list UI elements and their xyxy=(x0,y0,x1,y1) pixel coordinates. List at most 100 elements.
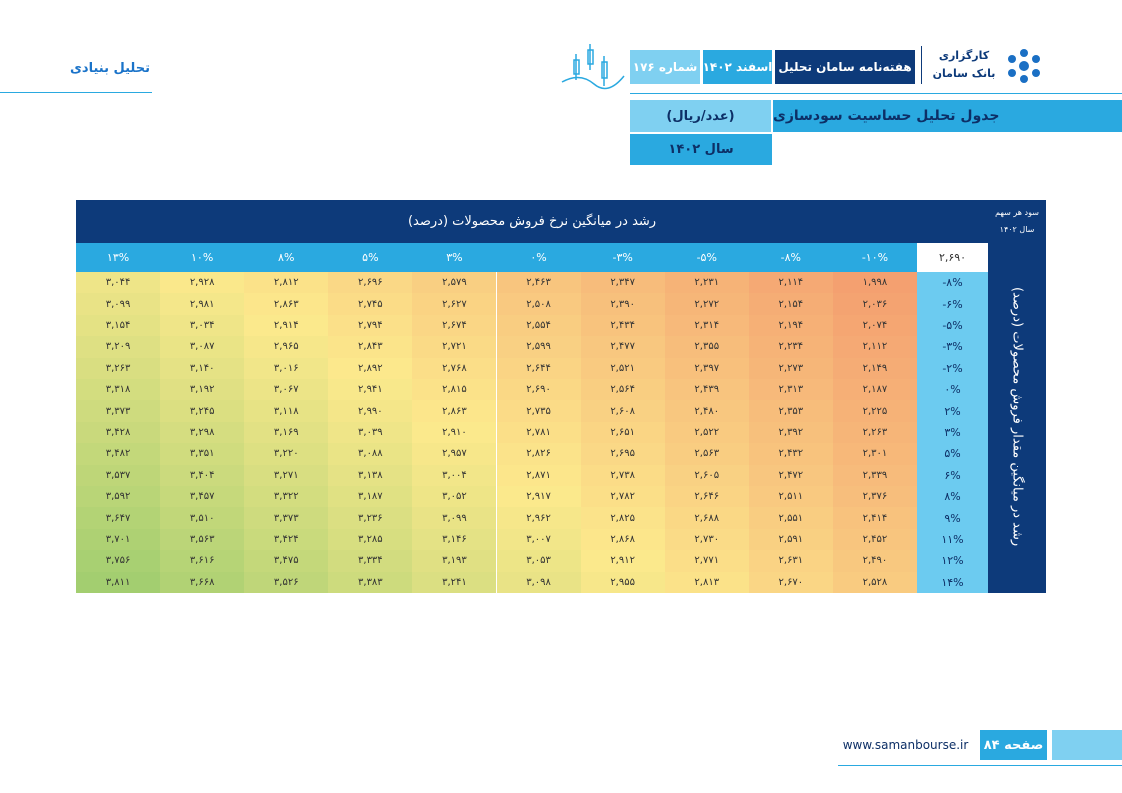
column-header: -۱۰% xyxy=(833,243,917,272)
table-cell: ۲,۷۹۴ xyxy=(328,314,413,337)
table-cell-text: ۳,۲۴۱ xyxy=(442,576,467,588)
title: جدول تحلیل حساسیت سودسازی xyxy=(773,100,1122,132)
table-cell-text: ۳,۰۰۷ xyxy=(526,533,551,545)
table-cell-text: ۲,۳۰۱ xyxy=(862,448,888,460)
table-cell-text: ۳,۶۴۷ xyxy=(105,512,131,524)
table-cell: ۲,۵۹۹ xyxy=(496,336,581,358)
table-cell-text: ۲,۵۵۱ xyxy=(778,512,804,524)
table-cell-text: ۲,۴۳۴ xyxy=(610,319,635,331)
table-cell: ۳,۲۷۱ xyxy=(244,464,329,486)
table-cell: ۳,۰۹۹ xyxy=(412,507,497,529)
table-cell: ۳,۰۴۴ xyxy=(76,272,161,294)
row-axis-band: رشد در میانگین مقدار فروش محصولات (درصد) xyxy=(988,200,1046,593)
table-cell: ۳,۰۱۶ xyxy=(244,357,329,379)
table-cell-text: ۲,۶۷۰ xyxy=(778,576,804,588)
table-cell: ۳,۵۱۰ xyxy=(160,507,245,529)
table-cell-text: ۳,۰۵۳ xyxy=(526,555,551,567)
table-cell-text: ۳,۲۲۰ xyxy=(273,448,299,460)
table-cell-text: ۳,۰۹۸ xyxy=(526,576,551,588)
table-cell: ۳,۱۴۶ xyxy=(412,528,497,551)
page-number: صفحه ۸۴ xyxy=(980,730,1047,760)
row-header-text: -۵% xyxy=(942,318,963,332)
table-cell: ۲,۳۴۷ xyxy=(580,272,665,294)
table-cell: ۲,۶۴۶ xyxy=(664,486,749,508)
table-cell: ۲,۷۲۱ xyxy=(412,336,497,358)
table-cell: ۲,۶۵۱ xyxy=(580,421,665,444)
table-cell-text: ۲,۳۹۷ xyxy=(694,362,720,374)
table-cell: ۲,۸۶۳ xyxy=(412,400,497,422)
table-cell-text: ۳,۰۱۶ xyxy=(273,362,299,374)
table-cell: ۳,۵۶۳ xyxy=(160,528,245,551)
table-cell-text: ۲,۶۹۰ xyxy=(526,384,551,396)
table-cell-text: ۲,۳۳۹ xyxy=(862,469,888,481)
table-cell: ۲,۶۰۸ xyxy=(580,400,665,422)
table-cell: ۲,۳۵۵ xyxy=(664,336,749,358)
table-cell-text: ۲,۷۴۵ xyxy=(358,298,383,310)
table-cell: ۳,۸۱۱ xyxy=(76,571,161,593)
table-cell-text: ۲,۸۱۲ xyxy=(273,277,299,289)
table-cell-text: ۲,۶۸۸ xyxy=(694,512,720,524)
table-cell: ۲,۵۲۸ xyxy=(832,571,917,593)
table-cell-text: ۳,۱۴۰ xyxy=(189,362,215,374)
year: سال ۱۴۰۲ xyxy=(630,134,772,165)
table-cell-text: ۳,۲۹۸ xyxy=(189,426,215,438)
table-cell-text: ۲,۶۴۴ xyxy=(526,362,551,374)
table-cell-text: ۲,۸۷۱ xyxy=(526,469,551,481)
table-cell: ۲,۲۳۱ xyxy=(664,272,749,294)
table-cell: ۳,۳۷۳ xyxy=(244,507,329,529)
row-header-text: ۱۴% xyxy=(941,575,964,589)
table-cell: ۳,۱۳۸ xyxy=(328,464,413,486)
rule xyxy=(0,92,152,93)
row-header: -۵% xyxy=(917,314,988,337)
row-header: -۲% xyxy=(917,357,988,379)
table-cell: ۳,۱۴۰ xyxy=(160,357,245,379)
table-cell-text: ۲,۹۵۵ xyxy=(610,576,635,588)
table-cell: ۳,۴۲۸ xyxy=(76,421,161,444)
table-cell-text: ۳,۲۸۵ xyxy=(358,533,383,545)
column-header-text: ۵% xyxy=(362,251,379,264)
table-cell-text: ۳,۱۶۹ xyxy=(273,426,299,438)
table-cell-text: ۲,۷۸۱ xyxy=(526,426,551,438)
table-cell: ۲,۱۴۹ xyxy=(832,357,917,379)
table-cell: ۳,۳۲۲ xyxy=(244,486,329,508)
table-cell: ۳,۰۶۷ xyxy=(244,379,329,401)
table-cell: ۳,۰۰۴ xyxy=(412,464,497,486)
table-cell-text: ۳,۵۹۲ xyxy=(105,491,131,503)
table-cell: ۳,۰۸۷ xyxy=(160,336,245,358)
table-cell-text: ۲,۹۶۲ xyxy=(526,512,551,524)
table-cell: ۳,۷۵۶ xyxy=(76,550,161,572)
table-cell-text: ۲,۶۹۶ xyxy=(358,277,383,289)
table-cell: ۲,۷۳۵ xyxy=(496,400,581,422)
table-cell: ۳,۳۷۳ xyxy=(76,400,161,422)
brand-line: کارگزاری xyxy=(938,48,990,62)
table-cell-text: ۳,۵۱۰ xyxy=(189,512,215,524)
table-cell-text: ۲,۲۳۱ xyxy=(694,277,720,289)
table-cell-text: ۳,۷۵۶ xyxy=(105,555,131,567)
table-cell-text: ۳,۱۵۴ xyxy=(105,319,131,331)
table-cell-text: ۲,۷۳۰ xyxy=(694,533,720,545)
table-cell: ۲,۳۱۳ xyxy=(748,379,833,401)
table-cell: ۲,۸۱۳ xyxy=(664,571,749,593)
table-cell-text: ۳,۱۸۷ xyxy=(358,491,383,503)
table-cell: ۲,۳۹۲ xyxy=(748,421,833,444)
table-cell-text: ۲,۱۹۴ xyxy=(778,319,804,331)
row-header: -۶% xyxy=(917,293,988,315)
table-cell: ۳,۰۵۲ xyxy=(412,486,497,508)
table-cell-text: ۳,۲۶۳ xyxy=(105,362,131,374)
row-header-text: ۳% xyxy=(944,425,961,439)
table-cell: ۳,۲۴۱ xyxy=(412,571,497,593)
table-cell-text: ۲,۸۱۵ xyxy=(442,384,467,396)
table-cell-text: ۳,۲۰۹ xyxy=(105,341,131,353)
table-cell-text: ۲,۹۲۸ xyxy=(189,277,215,289)
table-cell-text: ۳,۴۸۲ xyxy=(105,448,131,460)
table-cell: ۳,۲۴۵ xyxy=(160,400,245,422)
table-cell: ۲,۸۱۲ xyxy=(244,272,329,294)
column-header-text: ۱۰% xyxy=(191,251,214,264)
table-cell: ۲,۸۲۶ xyxy=(496,443,581,465)
table-cell: ۳,۲۸۵ xyxy=(328,528,413,551)
table-cell-text: ۲,۲۲۵ xyxy=(862,405,888,417)
column-header: ۵% xyxy=(328,243,412,272)
table-cell: ۳,۱۹۳ xyxy=(412,550,497,572)
table-cell: ۳,۵۹۲ xyxy=(76,486,161,508)
table-cell: ۳,۳۸۳ xyxy=(328,571,413,593)
